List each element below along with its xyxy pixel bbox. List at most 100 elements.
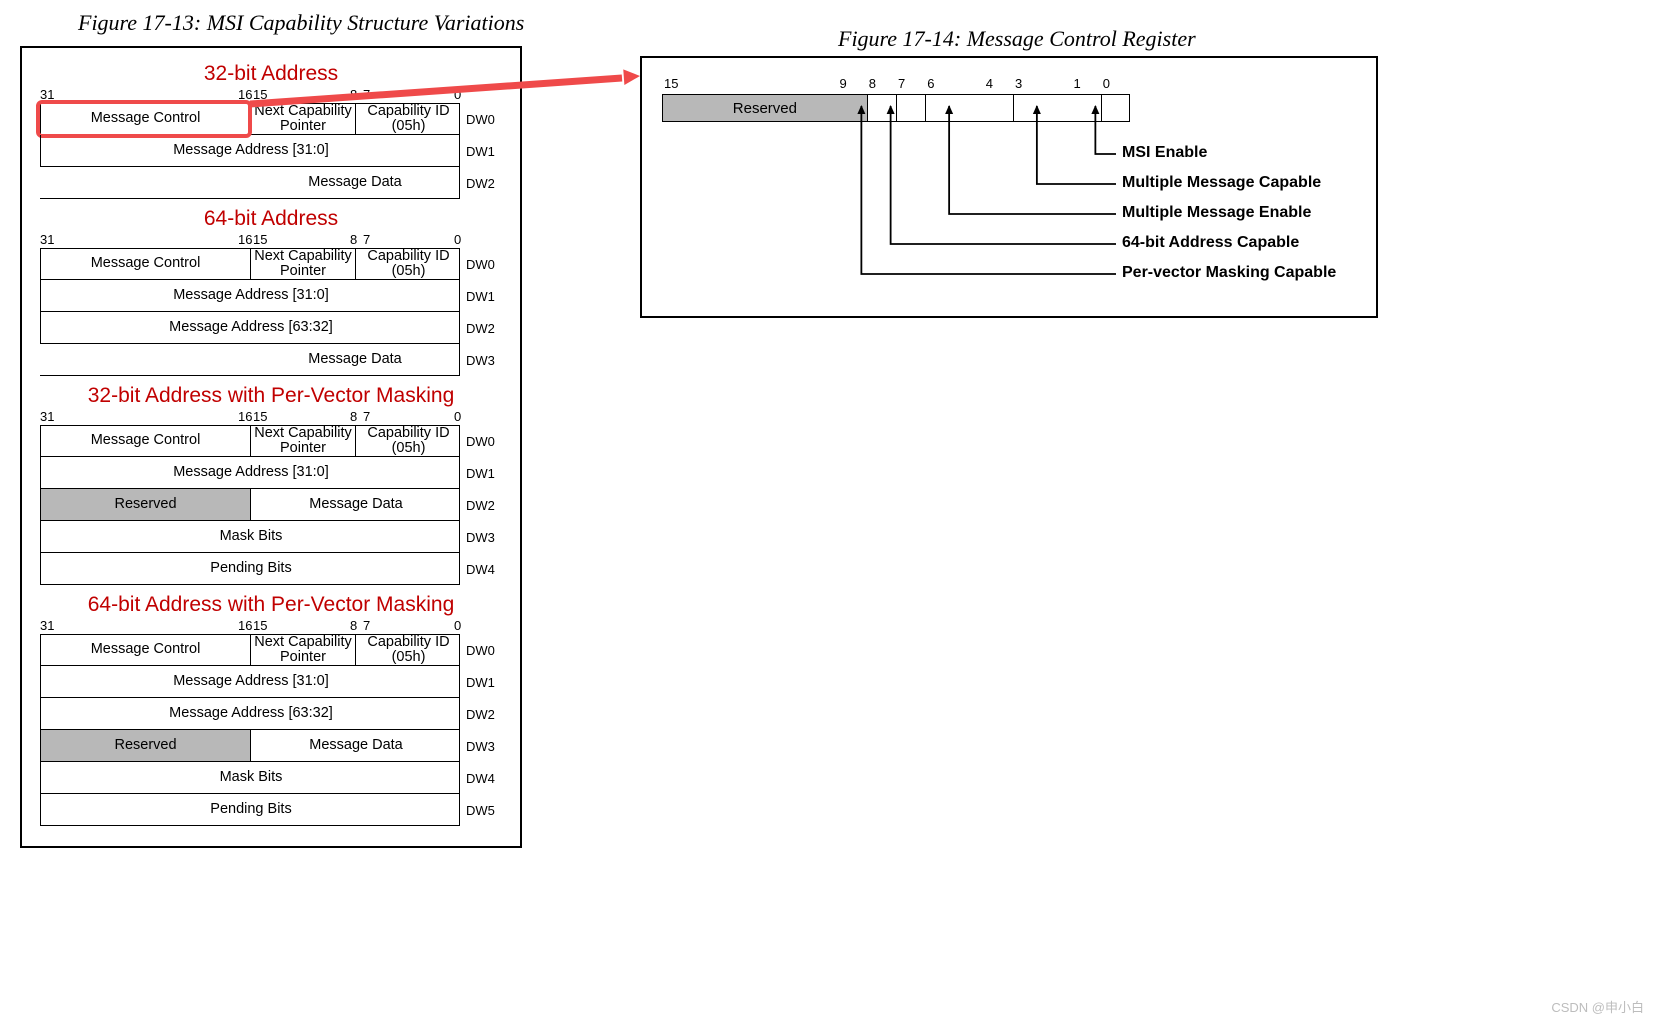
- bit-label: 16: [238, 87, 252, 102]
- bit-label: 0: [454, 618, 461, 633]
- register-field: Capability ID (05h): [356, 249, 461, 279]
- bit-label: 16: [238, 232, 252, 247]
- bit-label: 7: [363, 618, 370, 633]
- reserved-field: Reserved: [41, 730, 251, 761]
- reserved-field: Reserved: [41, 489, 251, 520]
- table-row: Message ControlNext Capability PointerCa…: [40, 634, 460, 666]
- dword-label: DW0: [466, 248, 495, 280]
- variant-title: 32-bit Address with Per-Vector Masking: [30, 384, 512, 408]
- variant-title: 64-bit Address with Per-Vector Masking: [30, 593, 512, 617]
- table-row: Message DataDW3: [40, 344, 460, 376]
- register-field: Message Data: [250, 344, 460, 375]
- dword-label: DW0: [466, 425, 495, 457]
- table-row: Mask BitsDW3: [40, 521, 460, 553]
- register-field: Message Control: [41, 635, 251, 665]
- table-row: Message ControlNext Capability PointerCa…: [40, 425, 460, 457]
- register-field: Message Data: [251, 730, 461, 761]
- register-field: Message Data: [250, 167, 460, 198]
- register-table: Message ControlNext Capability PointerCa…: [40, 103, 460, 199]
- register-field: Next Capability Pointer: [251, 104, 356, 134]
- table-row: Mask BitsDW4: [40, 762, 460, 794]
- register-field: Message Address [31:0]: [41, 135, 461, 166]
- bit-label: 31: [40, 87, 54, 102]
- right-panel: 1598764310ReservedMSI EnableMultiple Mes…: [640, 56, 1378, 318]
- register-field: Capability ID (05h): [356, 104, 461, 134]
- bit-label: 16: [238, 618, 252, 633]
- register-field: [40, 344, 250, 375]
- bit-label-row: 311615870: [40, 232, 460, 248]
- register-field: Message Control: [41, 249, 251, 279]
- table-row: Message Address [31:0]DW1: [40, 280, 460, 312]
- register-field: Next Capability Pointer: [251, 249, 356, 279]
- table-row: Message DataDW2: [40, 167, 460, 199]
- bit-label: 16: [238, 409, 252, 424]
- table-row: Pending BitsDW4: [40, 553, 460, 585]
- dword-label: DW4: [466, 762, 495, 794]
- bit-label: 31: [40, 232, 54, 247]
- bit-label: 8: [350, 87, 357, 102]
- register-field: Message Address [31:0]: [41, 666, 461, 697]
- dword-label: DW1: [466, 457, 495, 489]
- dword-label: DW1: [466, 135, 495, 167]
- table-row: Message ControlNext Capability PointerCa…: [40, 248, 460, 280]
- bit-label: 7: [363, 232, 370, 247]
- variant-title: 64-bit Address: [30, 207, 512, 231]
- register-field: Message Address [31:0]: [41, 280, 461, 311]
- variant-title: 32-bit Address: [30, 62, 512, 86]
- register-field: Mask Bits: [41, 762, 461, 793]
- table-row: Message ControlNext Capability PointerCa…: [40, 103, 460, 135]
- table-row: Message Address [63:32]DW2: [40, 312, 460, 344]
- bit-label: 0: [454, 232, 461, 247]
- bit-label: 15: [253, 87, 267, 102]
- bit-label: 31: [40, 618, 54, 633]
- dword-label: DW4: [466, 553, 495, 585]
- dword-label: DW1: [466, 666, 495, 698]
- bit-label: 15: [253, 409, 267, 424]
- dword-label: DW1: [466, 280, 495, 312]
- table-row: Pending BitsDW5: [40, 794, 460, 826]
- register-field: Message Address [63:32]: [41, 698, 461, 729]
- table-row: Message Address [31:0]DW1: [40, 666, 460, 698]
- bit-label: 7: [363, 87, 370, 102]
- dword-label: DW2: [466, 167, 495, 199]
- register-field: [40, 167, 250, 198]
- dword-label: DW3: [466, 521, 495, 553]
- bit-label-row: 31 1615 87 0: [40, 87, 460, 103]
- dword-label: DW3: [466, 344, 495, 376]
- bit-label: 8: [350, 232, 357, 247]
- bit-label: 15: [253, 618, 267, 633]
- register-field: Message Data: [251, 489, 461, 520]
- table-row: ReservedMessage DataDW2: [40, 489, 460, 521]
- bit-label: 31: [40, 409, 54, 424]
- register-table: Message ControlNext Capability PointerCa…: [40, 425, 460, 585]
- figure-right-title: Figure 17-14: Message Control Register: [838, 26, 1196, 52]
- register-field: Capability ID (05h): [356, 426, 461, 456]
- register-table: Message ControlNext Capability PointerCa…: [40, 634, 460, 826]
- dword-label: DW2: [466, 489, 495, 521]
- register-field: Capability ID (05h): [356, 635, 461, 665]
- register-field: Message Address [63:32]: [41, 312, 461, 343]
- register-field: Next Capability Pointer: [251, 635, 356, 665]
- dword-label: DW0: [466, 103, 495, 135]
- figure-left-title: Figure 17-13: MSI Capability Structure V…: [78, 10, 524, 36]
- bit-label: 7: [363, 409, 370, 424]
- register-field: Message Address [31:0]: [41, 457, 461, 488]
- dword-label: DW2: [466, 312, 495, 344]
- register-field: Message Control: [41, 426, 251, 456]
- bit-label: 0: [454, 87, 461, 102]
- watermark: CSDN @申小白: [1551, 997, 1644, 1016]
- register-field: Pending Bits: [41, 553, 461, 584]
- register-field: Pending Bits: [41, 794, 461, 825]
- table-row: ReservedMessage DataDW3: [40, 730, 460, 762]
- register-table: Message ControlNext Capability PointerCa…: [40, 248, 460, 376]
- register-field: Message Control: [41, 104, 251, 134]
- bit-label: 0: [454, 409, 461, 424]
- bit-label: 8: [350, 409, 357, 424]
- table-row: Message Address [31:0]DW1: [40, 457, 460, 489]
- table-row: Message Address [31:0]DW1: [40, 135, 460, 167]
- register-field: Mask Bits: [41, 521, 461, 552]
- dword-label: DW3: [466, 730, 495, 762]
- dword-label: DW0: [466, 634, 495, 666]
- bit-label-row: 31 1615 87 0: [40, 618, 460, 634]
- bit-label: 8: [350, 618, 357, 633]
